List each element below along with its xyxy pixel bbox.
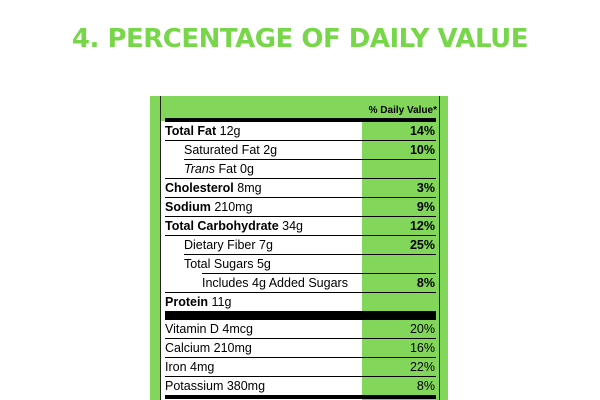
pct-dietary-fiber: 25% bbox=[409, 238, 435, 252]
row-dietary-fiber: Dietary Fiber 7g 25% bbox=[165, 236, 436, 255]
nutrition-facts-label: % Daily Value* Total Fat 12g 14% Saturat… bbox=[150, 96, 448, 400]
row-total-sugars: Total Sugars 5g bbox=[165, 255, 436, 274]
row-total-fat: Total Fat 12g 14% bbox=[165, 122, 436, 141]
pct-vitamin-d: 20% bbox=[409, 322, 435, 336]
row-total-carbohydrate: Total Carbohydrate 34g 12% bbox=[165, 217, 436, 236]
daily-value-header: % Daily Value* bbox=[368, 105, 437, 116]
pct-potassium: 8% bbox=[416, 379, 435, 393]
divider-heavy bbox=[165, 311, 436, 320]
pct-total-fat: 14% bbox=[409, 124, 435, 138]
row-added-sugars: Includes 4g Added Sugars 8% bbox=[165, 274, 436, 293]
row-sodium: Sodium 210mg 9% bbox=[165, 198, 436, 217]
row-cholesterol: Cholesterol 8mg 3% bbox=[165, 179, 436, 198]
label-left-border bbox=[150, 96, 160, 400]
divider-bottom-thick bbox=[165, 395, 436, 399]
pct-added-sugars: 8% bbox=[416, 276, 435, 290]
row-calcium: Calcium 210mg 16% bbox=[165, 339, 436, 358]
pct-total-carbohydrate: 12% bbox=[409, 219, 435, 233]
label-top-highlight bbox=[150, 96, 448, 121]
section-heading: 4. PERCENTAGE OF DAILY VALUE bbox=[71, 24, 529, 54]
row-saturated-fat: Saturated Fat 2g 10% bbox=[165, 141, 436, 160]
row-vitamin-d: Vitamin D 4mcg 20% bbox=[165, 320, 436, 339]
row-potassium: Potassium 380mg 8% bbox=[165, 379, 435, 393]
row-trans-fat: Trans Fat 0g bbox=[165, 160, 436, 179]
row-protein: Protein 11g bbox=[165, 295, 232, 309]
pct-calcium: 16% bbox=[409, 341, 435, 355]
pct-iron: 22% bbox=[409, 360, 435, 374]
label-body: % Daily Value* Total Fat 12g 14% Saturat… bbox=[160, 96, 440, 400]
pct-cholesterol: 3% bbox=[416, 181, 435, 195]
pct-saturated-fat: 10% bbox=[409, 143, 435, 157]
pct-sodium: 9% bbox=[416, 200, 435, 214]
row-iron: Iron 4mg 22% bbox=[165, 358, 436, 377]
label-right-border bbox=[440, 96, 448, 400]
daily-value-highlight bbox=[362, 96, 440, 400]
divider-thick bbox=[165, 118, 436, 122]
